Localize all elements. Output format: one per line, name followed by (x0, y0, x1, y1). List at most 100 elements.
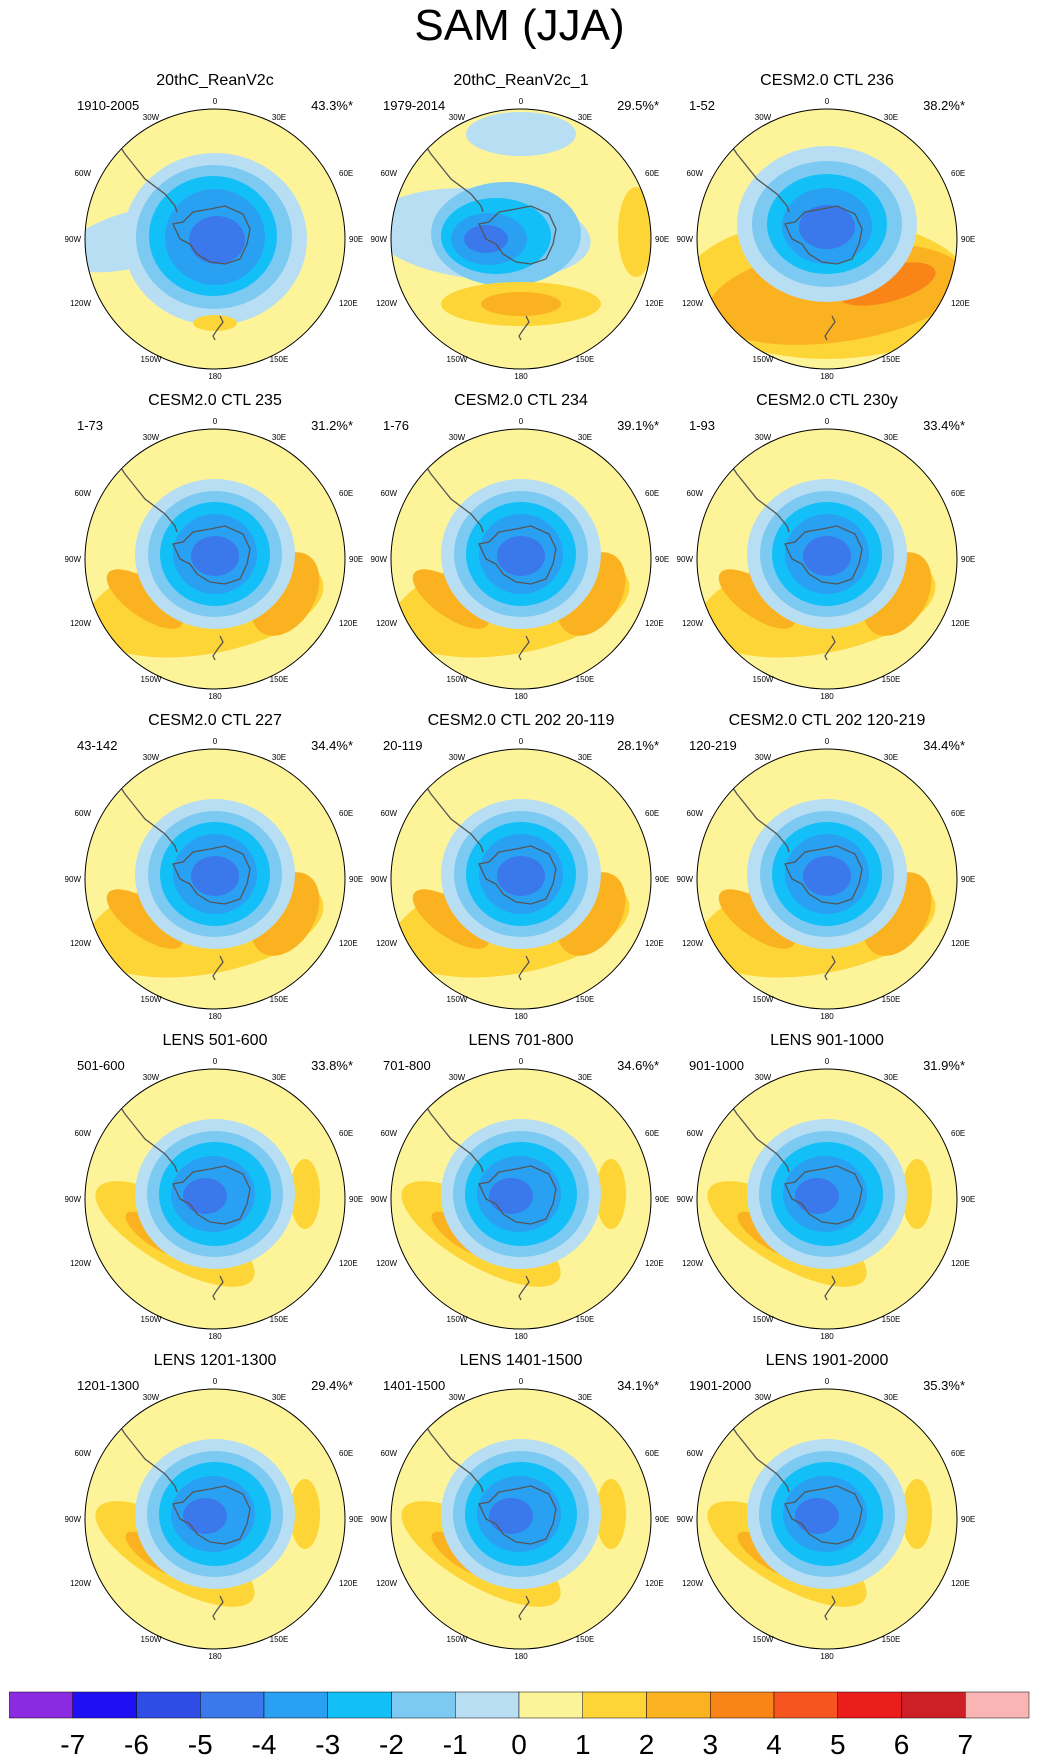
anomaly-neg-weak (920, 116, 957, 152)
polar-stereographic-map: 0 30W 30E 60W 60E 90W 90E 120W 120E 150W 150E 180 (65, 1057, 363, 1341)
panel-period: 1-52 (689, 98, 716, 113)
longitude-label: 150W (753, 355, 774, 364)
new-zealand-coastline (518, 315, 530, 341)
longitude-label: 120W (376, 1579, 397, 1588)
panel-title: 20thC_ReanV2c (156, 72, 274, 89)
longitude-label: 180 (514, 372, 528, 381)
longitude-label: 60W (687, 1129, 704, 1138)
new-zealand-coastline (824, 635, 836, 661)
panel-title: CESM2.0 CTL 202 20-119 (427, 712, 615, 729)
longitude-label: 120E (645, 299, 664, 308)
longitude-label: 60W (381, 1129, 398, 1138)
antarctica-coastline (172, 525, 251, 585)
anomaly-neg-4 (189, 216, 245, 264)
colorbar-swatch (9, 1691, 73, 1719)
africa-coastline (924, 429, 948, 443)
longitude-label: 30E (578, 753, 592, 762)
panel-period: 1-93 (689, 418, 716, 433)
panel-variance: 38.2%* (923, 98, 965, 113)
panel-variance: 34.4%* (311, 738, 353, 753)
longitude-label: 90W (371, 1515, 387, 1524)
longitude-label: 0 (213, 417, 218, 426)
longitude-label: 150E (270, 1635, 289, 1644)
figure-title: SAM (JJA) (414, 1, 625, 50)
polar-stereographic-map: 0 30W 30E 60W 60E 90W 90E 120W 120E 150W 150E 180 (65, 97, 363, 381)
longitude-label: 90E (655, 1195, 669, 1204)
longitude-label: 90E (961, 875, 975, 884)
longitude-label: 120E (951, 1579, 970, 1588)
longitude-label: 150W (447, 355, 468, 364)
africa-coastline (618, 1389, 642, 1403)
colorbar-swatch (72, 1691, 137, 1719)
longitude-label: 30E (884, 113, 898, 122)
new-zealand-coastline (212, 1595, 224, 1621)
longitude-label: 150E (270, 675, 289, 684)
new-zealand-coastline (518, 1595, 530, 1621)
panel-title: LENS 501-600 (162, 1032, 268, 1049)
longitude-label: 150W (141, 1315, 162, 1324)
new-zealand-coastline (212, 1275, 224, 1301)
anomaly-neg-4 (795, 1498, 839, 1534)
africa-coastline (312, 109, 336, 123)
colorbar-label: -2 (379, 1729, 404, 1758)
longitude-label: 120E (951, 299, 970, 308)
africa-coastline (924, 1389, 948, 1403)
map-border (84, 108, 346, 370)
polar-stereographic-map: 0 30W 30E 60W 60E 90W 90E 120W 120E 150W 150E 180 (371, 1057, 669, 1341)
longitude-label: 30E (578, 1393, 592, 1402)
polar-stereographic-map: 0 30W 30E 60W 60E 90W 90E 120W 120E 150W 150E 180 (371, 1377, 669, 1661)
africa-coastline (618, 1069, 642, 1083)
longitude-label: 60W (687, 169, 704, 178)
longitude-label: 30W (755, 433, 772, 442)
africa-coastline (312, 749, 336, 763)
longitude-label: 30W (449, 753, 466, 762)
longitude-label: 150E (882, 1315, 901, 1324)
panel-period: 1910-2005 (77, 98, 140, 113)
map-border (390, 108, 652, 370)
map-border (696, 1388, 958, 1650)
colorbar-label: 4 (766, 1729, 782, 1758)
colorbar: -7 -6 -5 -4 -3 -2 -1 0 1 2 3 4 5 6 7 (9, 1691, 1030, 1758)
longitude-label: 90W (371, 1195, 387, 1204)
longitude-label: 90W (371, 875, 387, 884)
longitude-label: 120W (376, 299, 397, 308)
longitude-label: 90E (655, 235, 669, 244)
longitude-label: 30E (884, 1073, 898, 1082)
africa-coastline (924, 1069, 948, 1083)
anomaly-pos-2 (412, 889, 490, 949)
longitude-label: 30E (272, 1073, 286, 1082)
anomaly-pos-1 (596, 1159, 626, 1229)
panel-title: CESM2.0 CTL 236 (760, 72, 894, 89)
panel-title: CESM2.0 CTL 235 (148, 392, 282, 409)
longitude-label: 30W (143, 113, 160, 122)
longitude-label: 60W (381, 169, 398, 178)
colorbar-swatch (646, 1691, 711, 1719)
panel-title: CESM2.0 CTL 202 120-219 (728, 712, 926, 729)
longitude-label: 0 (519, 97, 524, 106)
map-border (84, 428, 346, 690)
longitude-label: 30E (578, 1073, 592, 1082)
longitude-label: 120E (645, 939, 664, 948)
longitude-label: 60W (75, 1129, 92, 1138)
colorbar-label: 5 (830, 1729, 846, 1758)
panel-variance: 28.1%* (617, 738, 659, 753)
longitude-label: 150E (576, 1635, 595, 1644)
colorbar-swatch (582, 1691, 647, 1719)
longitude-label: 30W (143, 433, 160, 442)
longitude-label: 150W (753, 675, 774, 684)
longitude-label: 150W (753, 995, 774, 1004)
new-zealand-coastline (518, 635, 530, 661)
longitude-label: 0 (213, 1377, 218, 1386)
longitude-label: 60E (951, 1129, 965, 1138)
anomaly-pos-2 (718, 569, 796, 629)
colorbar-swatch (710, 1691, 775, 1719)
longitude-label: 60W (381, 809, 398, 818)
longitude-label: 120E (339, 1579, 358, 1588)
map-border (84, 1068, 346, 1330)
map-border (390, 1388, 652, 1650)
longitude-label: 60E (645, 809, 659, 818)
colorbar-label: -4 (252, 1729, 277, 1758)
longitude-label: 90E (655, 1515, 669, 1524)
longitude-label: 60W (687, 489, 704, 498)
longitude-label: 90E (961, 555, 975, 564)
